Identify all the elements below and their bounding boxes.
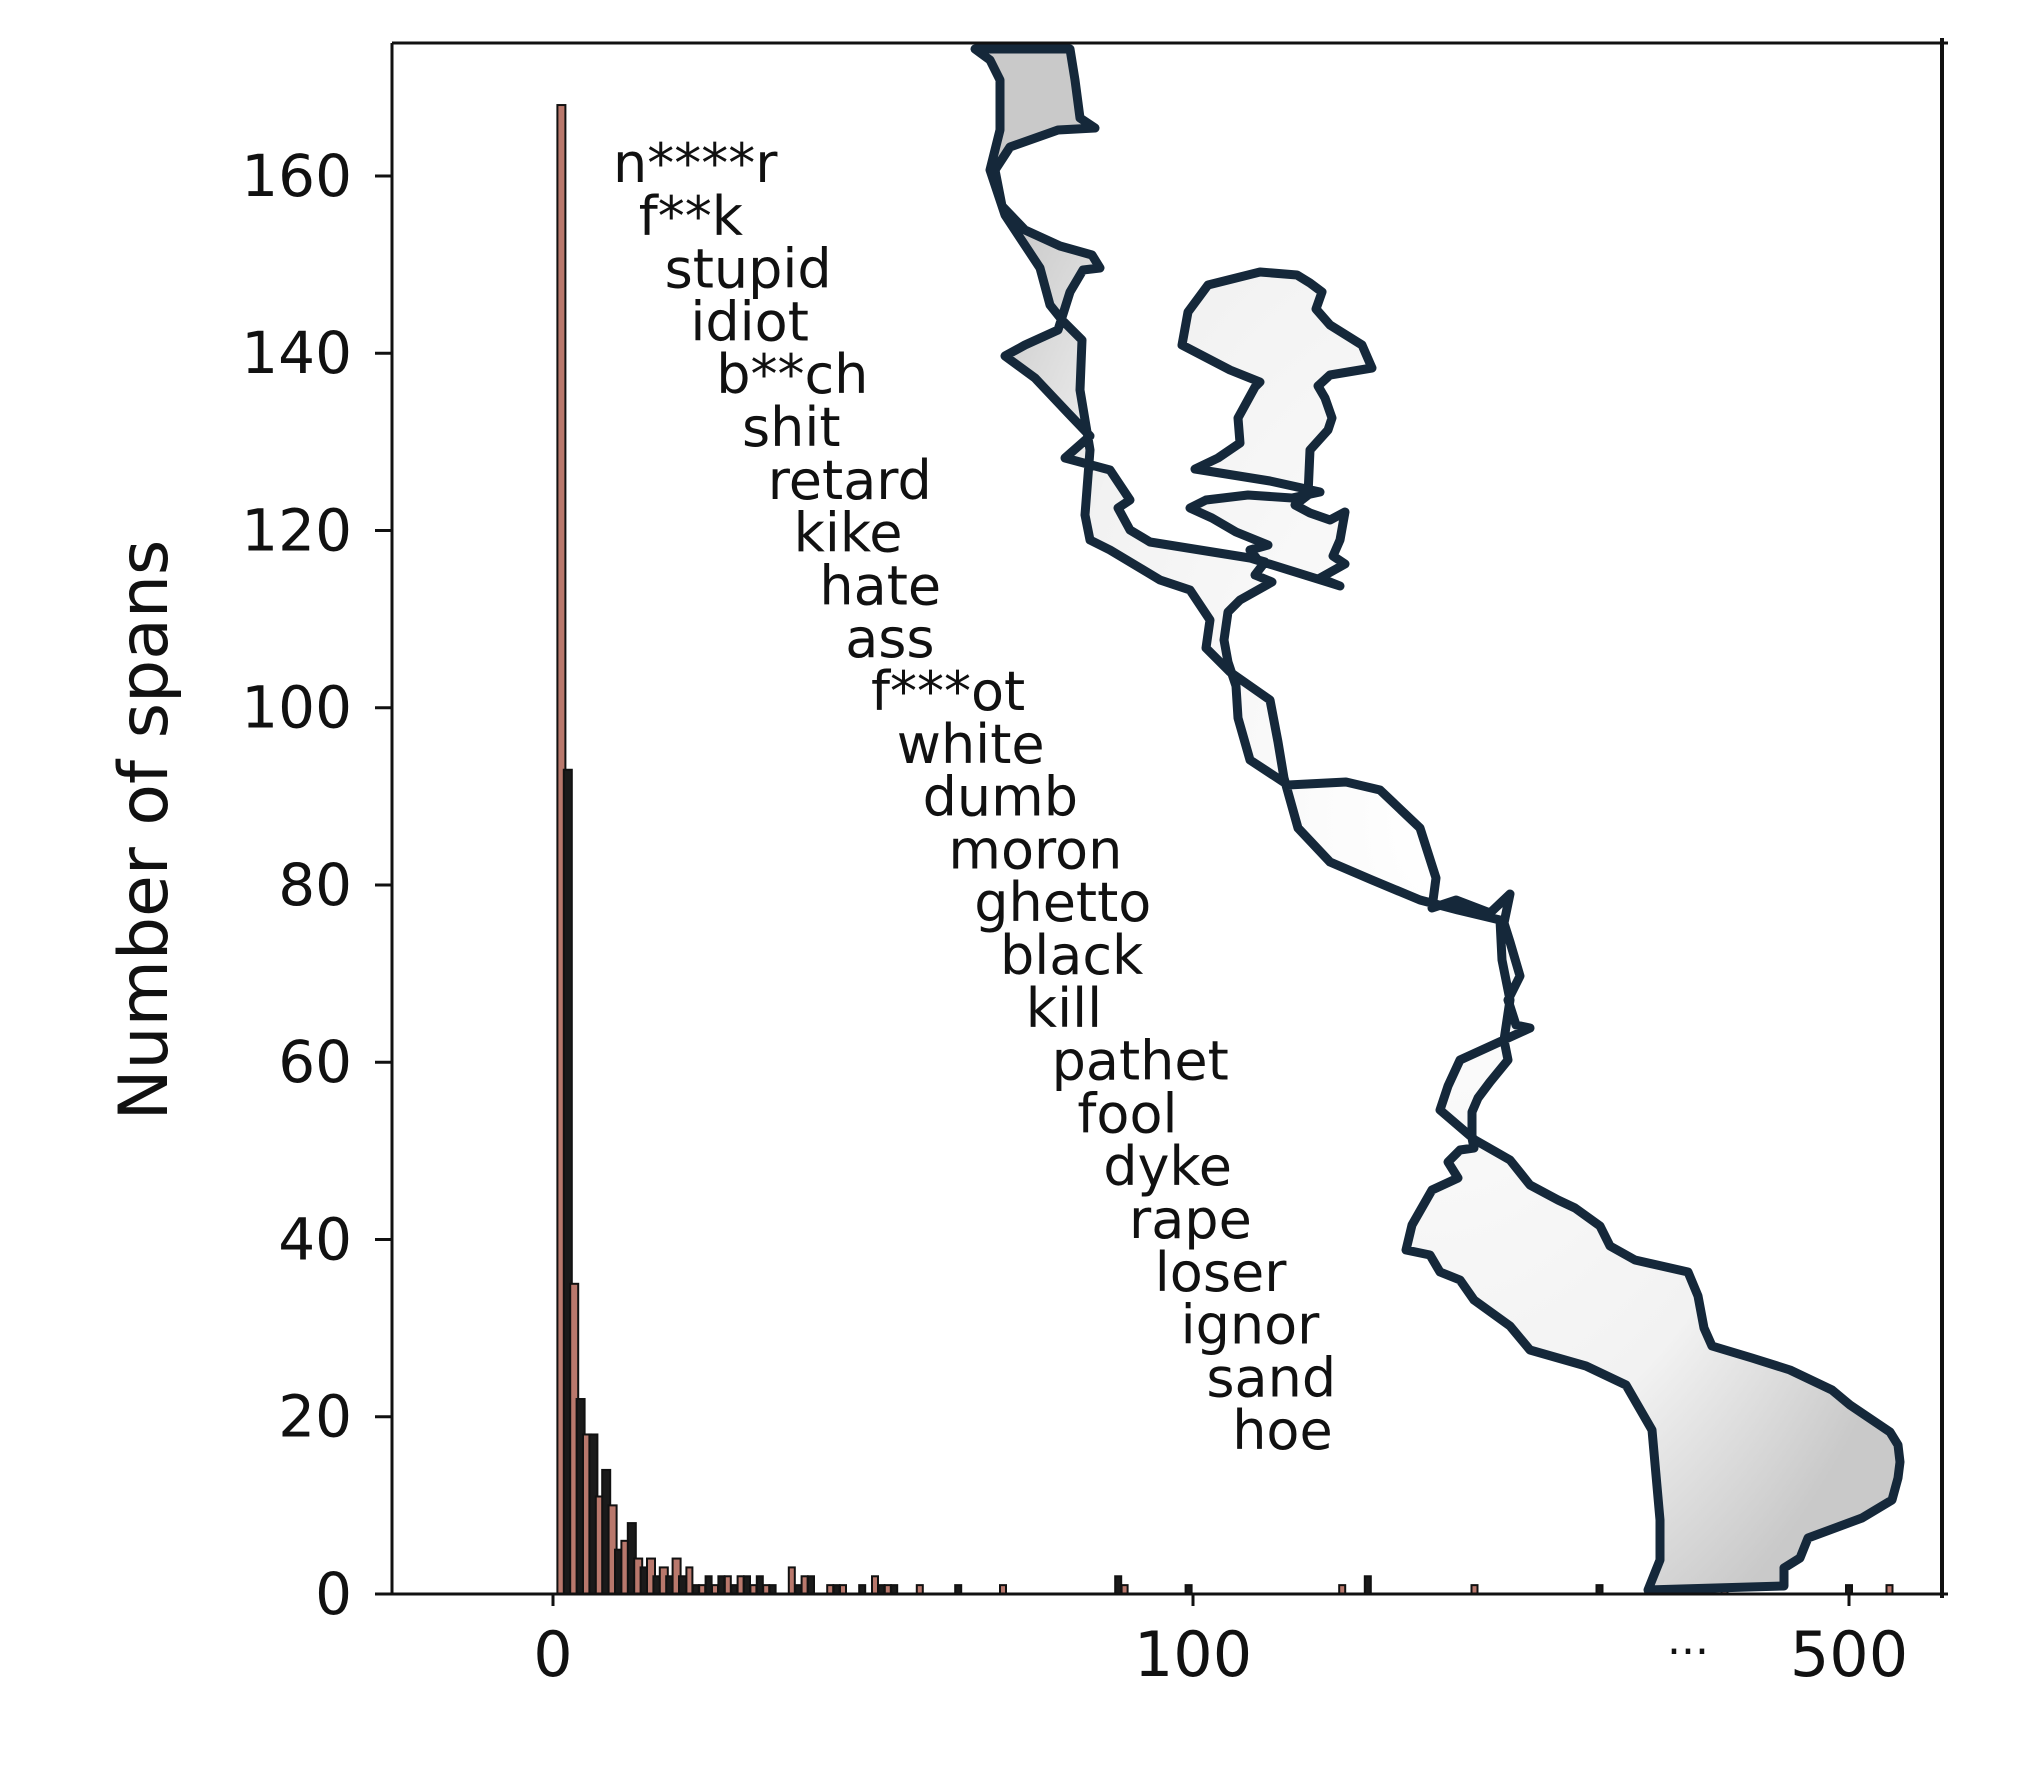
word-annotation: n****r [613,132,778,195]
word-annotation: b**ch [716,343,868,406]
histogram-bar [807,1575,815,1596]
word-annotation: rape [1129,1188,1252,1251]
x-tick-label: 0 [533,1618,572,1691]
word-annotation: stupid [665,238,832,301]
word-annotation: dyke [1103,1135,1232,1198]
y-tick-label: 20 [278,1383,352,1451]
x-ticks: 0 100 500 [533,1594,1908,1691]
word-annotation: moron [948,818,1122,881]
histogram-bar [704,1575,713,1596]
histogram-bar [1363,1575,1372,1596]
word-annotation: ass [845,607,934,670]
histogram-bar [800,1575,809,1596]
x-tick-label: 100 [1134,1618,1252,1691]
bars-layer [556,104,1894,1596]
histogram-bar [685,1566,694,1595]
y-tick-label: 40 [278,1205,352,1273]
word-annotation: black [1000,924,1144,987]
histogram-bar [871,1575,879,1596]
word-annotation: sand [1206,1346,1336,1409]
y-tick-label: 120 [241,496,352,564]
histogram-bar [723,1575,732,1596]
histogram-bar [755,1575,764,1596]
word-annotation: f***ot [871,660,1025,723]
word-annotation: fool [1077,1082,1177,1145]
histogram-bar [717,1575,726,1596]
y-tick-label: 160 [241,142,352,210]
x-tick-label: 500 [1790,1618,1908,1691]
word-annotation: ghetto [974,871,1151,934]
word-annotation: hate [819,554,941,617]
axis-break-tear [970,44,1905,1595]
y-tick-label: 80 [278,851,352,919]
word-annotation: dumb [923,766,1078,829]
y-tick-label: 140 [241,319,352,387]
word-annotation: retard [768,449,932,512]
word-annotation: shit [742,396,841,459]
histogram-bar [1114,1575,1123,1596]
word-annotation: loser [1155,1241,1287,1304]
word-annotation: idiot [690,290,809,353]
word-annotation: ignor [1181,1294,1321,1357]
y-ticks: 0 20 40 60 80 100 120 140 160 [241,142,392,1628]
y-tick-label: 0 [315,1560,352,1628]
word-annotation: white [897,713,1045,776]
histogram-bar [743,1575,751,1596]
histogram-bar [787,1566,796,1595]
word-annotations: n****rf**kstupididiotb**chshitretardkike… [613,132,1336,1462]
word-annotation: kike [794,502,903,565]
word-annotation: kill [1026,977,1102,1040]
y-tick-label: 60 [278,1028,352,1096]
y-axis-label: Number of spans [105,540,184,1121]
x-axis-break-marker: ... [1667,1614,1709,1665]
axes-frame [375,38,1948,1598]
y-tick-label: 100 [241,674,352,742]
word-annotation: hoe [1232,1399,1333,1462]
word-annotation: f**k [639,185,744,248]
word-annotation: pathet [1052,1030,1229,1093]
histogram-bar [736,1575,745,1596]
